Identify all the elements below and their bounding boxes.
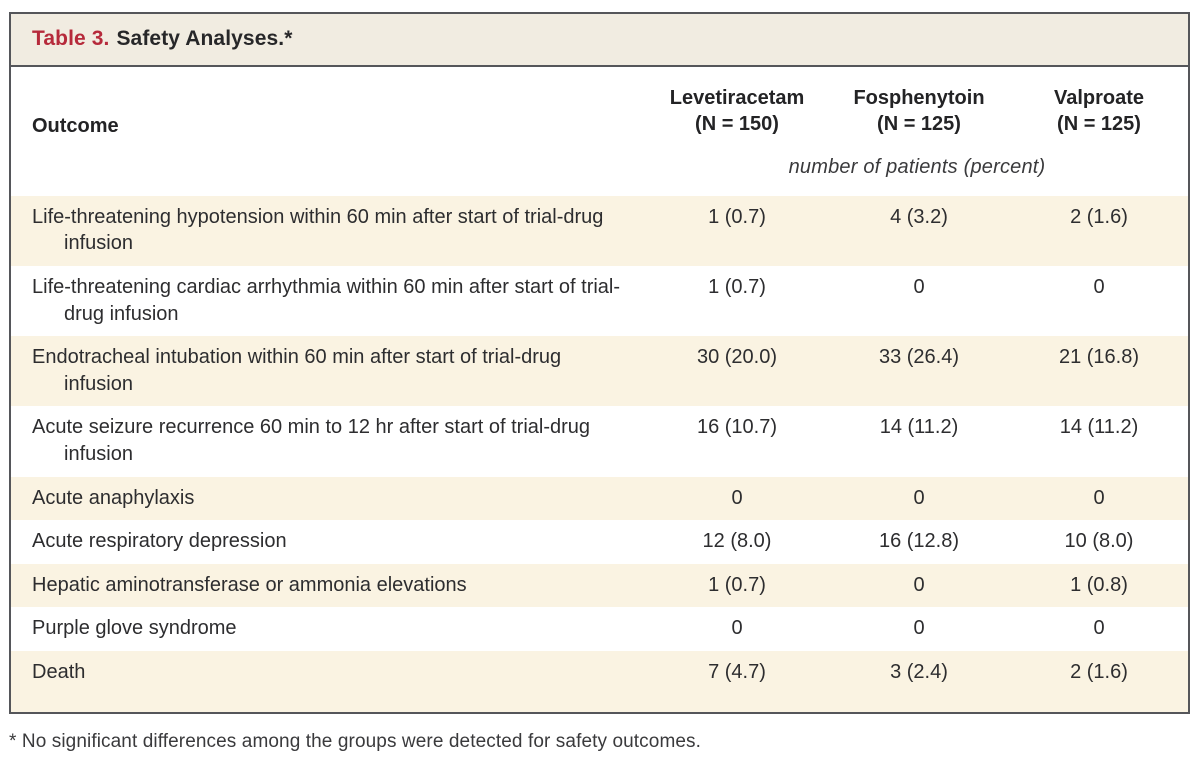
table-footnote: * No significant differences among the g… bbox=[9, 730, 702, 752]
outcome-column-header: Outcome bbox=[32, 114, 119, 137]
table-row: Endotracheal intubation within 60 min af… bbox=[11, 336, 1188, 407]
value-cell-levetiracetam: 12 (8.0) bbox=[702, 530, 772, 553]
drug-n: (N = 125) bbox=[877, 113, 961, 136]
table-header: Outcome Levetiracetam (N = 150) Fospheny… bbox=[11, 67, 1188, 196]
units-spacer bbox=[11, 140, 646, 196]
value-cell-valproate: 2 (1.6) bbox=[1070, 660, 1128, 683]
outcome-cell: Purple glove syndrome bbox=[32, 617, 237, 640]
table-row: Purple glove syndrome 0 0 0 bbox=[11, 607, 1188, 651]
value-cell-valproate: 10 (8.0) bbox=[1064, 530, 1134, 553]
column-header-levetiracetam: Levetiracetam (N = 150) bbox=[646, 67, 828, 140]
value-cell-fosphenytoin: 3 (2.4) bbox=[890, 660, 948, 683]
outcome-cell: Hepatic aminotransferase or ammonia elev… bbox=[32, 573, 467, 596]
value-cell-fosphenytoin: 0 bbox=[913, 486, 925, 509]
value-cell-valproate: 0 bbox=[1093, 617, 1105, 640]
column-header-fosphenytoin: Fosphenytoin (N = 125) bbox=[828, 67, 1010, 140]
table-row: Hepatic aminotransferase or ammonia elev… bbox=[11, 563, 1188, 608]
outcome-cell: Death bbox=[32, 660, 86, 683]
column-header-row: Outcome Levetiracetam (N = 150) Fospheny… bbox=[11, 67, 1188, 140]
value-cell-levetiracetam: 1 (0.7) bbox=[708, 573, 766, 596]
data-table: Outcome Levetiracetam (N = 150) Fospheny… bbox=[11, 67, 1188, 712]
table-title-text: Safety Analyses.* bbox=[116, 27, 293, 50]
outcome-cell: Acute anaphylaxis bbox=[32, 486, 195, 509]
table-row: Acute anaphylaxis 0 0 0 bbox=[11, 476, 1188, 521]
value-cell-levetiracetam: 16 (10.7) bbox=[696, 416, 778, 439]
outcome-cell: Endotracheal intubation within 60 min af… bbox=[32, 346, 562, 395]
value-cell-levetiracetam: 1 (0.7) bbox=[708, 275, 766, 298]
value-cell-fosphenytoin: 33 (26.4) bbox=[878, 346, 960, 369]
value-cell-levetiracetam: 1 (0.7) bbox=[708, 205, 766, 228]
value-cell-levetiracetam: 0 bbox=[731, 617, 743, 640]
drug-name: Valproate bbox=[1053, 87, 1145, 109]
value-cell-fosphenytoin: 0 bbox=[913, 275, 925, 298]
value-cell-valproate: 2 (1.6) bbox=[1070, 205, 1128, 228]
table-title-bar: Table 3. Safety Analyses.* bbox=[11, 14, 1188, 67]
value-cell-fosphenytoin: 14 (11.2) bbox=[879, 416, 959, 439]
drug-name: Levetiracetam bbox=[669, 87, 805, 109]
outcome-cell: Life-threatening cardiac arrhythmia with… bbox=[32, 275, 621, 325]
value-cell-valproate: 0 bbox=[1093, 275, 1105, 298]
table-row: Death 7 (4.7) 3 (2.4) 2 (1.6) bbox=[11, 650, 1188, 712]
drug-n: (N = 150) bbox=[695, 113, 779, 136]
drug-n: (N = 125) bbox=[1057, 113, 1141, 136]
outcome-cell: Life-threatening hypotension within 60 m… bbox=[32, 205, 604, 255]
outcome-cell: Acute seizure recurrence 60 min to 12 hr… bbox=[32, 416, 591, 465]
value-cell-fosphenytoin: 16 (12.8) bbox=[878, 530, 960, 553]
table-row: Life-threatening hypotension within 60 m… bbox=[11, 195, 1188, 266]
value-cell-valproate: 0 bbox=[1093, 486, 1105, 509]
units-note: number of patients (percent) bbox=[788, 155, 1046, 178]
safety-analyses-table: Table 3. Safety Analyses.* Outcome Leveti… bbox=[9, 12, 1190, 714]
value-cell-fosphenytoin: 0 bbox=[913, 573, 925, 596]
column-header-valproate: Valproate (N = 125) bbox=[1010, 67, 1188, 140]
table-number-label: Table 3. bbox=[32, 27, 110, 50]
outcome-cell: Acute respiratory depression bbox=[32, 530, 287, 553]
value-cell-fosphenytoin: 4 (3.2) bbox=[890, 205, 948, 228]
value-cell-levetiracetam: 7 (4.7) bbox=[708, 660, 766, 683]
value-cell-levetiracetam: 0 bbox=[731, 486, 743, 509]
value-cell-valproate: 14 (11.2) bbox=[1059, 416, 1139, 439]
value-cell-valproate: 1 (0.8) bbox=[1070, 573, 1128, 596]
table-body: Life-threatening hypotension within 60 m… bbox=[11, 195, 1188, 712]
table-row: Acute seizure recurrence 60 min to 12 hr… bbox=[11, 406, 1188, 477]
drug-name: Fosphenytoin bbox=[853, 87, 985, 109]
units-row: number of patients (percent) bbox=[11, 140, 1188, 196]
value-cell-valproate: 21 (16.8) bbox=[1058, 346, 1140, 369]
value-cell-levetiracetam: 30 (20.0) bbox=[696, 346, 778, 369]
table-row: Acute respiratory depression 12 (8.0) 16… bbox=[11, 520, 1188, 564]
table-row: Life-threatening cardiac arrhythmia with… bbox=[11, 265, 1188, 337]
value-cell-fosphenytoin: 0 bbox=[913, 617, 925, 640]
